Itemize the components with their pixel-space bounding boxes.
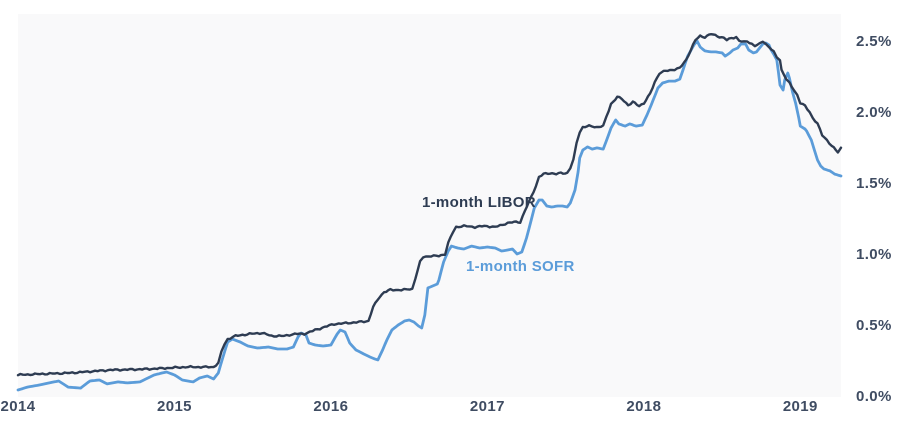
plot-area xyxy=(18,14,841,397)
sofr-line xyxy=(16,39,843,392)
y-tick-label: 1.5% xyxy=(856,175,892,192)
y-tick-label: 2.0% xyxy=(856,104,892,121)
libor-line xyxy=(16,33,843,377)
x-tick-label: 2017 xyxy=(469,398,505,415)
x-tick-label: 2019 xyxy=(782,398,818,415)
x-tick-label: 2015 xyxy=(156,398,192,415)
x-tick-label: 2016 xyxy=(313,398,349,415)
y-tick-label: 1.0% xyxy=(856,246,892,263)
x-tick-label: 2018 xyxy=(626,398,662,415)
sofr-series-label: 1-month SOFR xyxy=(466,258,575,275)
y-tick-label: 2.5% xyxy=(856,33,892,50)
x-tick-label: 2014 xyxy=(0,398,36,415)
y-tick-label: 0.0% xyxy=(856,388,892,405)
libor-series-label: 1-month LIBOR xyxy=(422,194,536,211)
y-tick-label: 0.5% xyxy=(856,317,892,334)
